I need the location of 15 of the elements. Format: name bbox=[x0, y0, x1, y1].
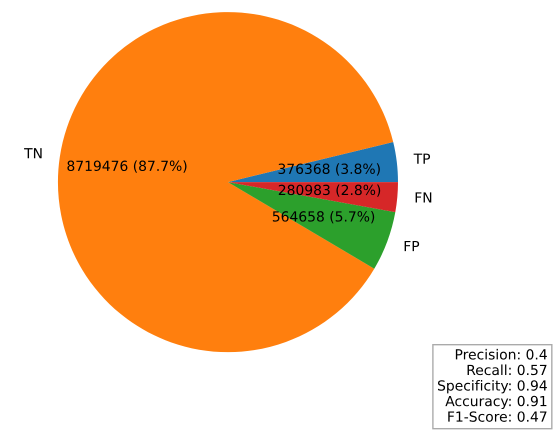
text: Recall: 0.57 bbox=[468, 364, 546, 376]
pie-slice bbox=[228, 182, 396, 269]
data-label: 376368 (3.8%) bbox=[278, 163, 380, 176]
slice-label: TP bbox=[414, 154, 430, 164]
slice-label: TN bbox=[24, 148, 42, 158]
text: Specificity: 0.94 bbox=[438, 380, 547, 394]
slice-label: FN bbox=[416, 192, 432, 203]
data-label: 8719476 (87.7%) bbox=[67, 160, 186, 173]
text: Accuracy: 0.91 bbox=[445, 396, 546, 409]
pie-slice bbox=[58, 12, 394, 352]
text: Precision: 0.4 bbox=[456, 348, 547, 360]
data-label: 280983 (2.8%) bbox=[278, 184, 380, 197]
pie-slice bbox=[228, 142, 398, 182]
text: F1-Score: 0.47 bbox=[448, 411, 546, 422]
slice-label: FP bbox=[404, 240, 420, 252]
